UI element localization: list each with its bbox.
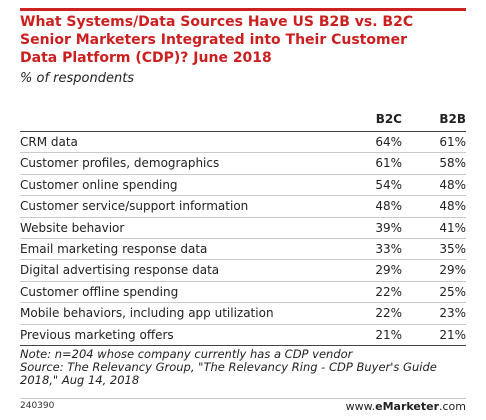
cell-b2b: 61% <box>439 135 466 149</box>
row-label: CRM data <box>20 135 78 149</box>
cell-b2b: 23% <box>439 306 466 321</box>
table-row: CRM data 64% 61% <box>20 132 466 154</box>
chart-title: What Systems/Data Sources Have US B2B vs… <box>20 13 466 67</box>
data-table: B2C B2B CRM data 64% 61% Customer profiles,… <box>20 111 466 346</box>
table-row: Previous marketing offers 21% 21% <box>20 325 466 346</box>
table-body: CRM data 64% 61% Customer profiles, demogra… <box>20 132 466 346</box>
cell-b2c: 61% <box>375 156 402 171</box>
footer: 240390 www.eMarketer.com <box>20 398 466 413</box>
row-label: Website behavior <box>20 220 125 235</box>
table-row: Mobile behaviors, including app utilizat… <box>20 303 466 325</box>
cell-b2b: 58% <box>439 156 466 171</box>
table-row: Customer service/support information 48% 4… <box>20 196 466 218</box>
cell-b2b: 48% <box>439 199 466 214</box>
source-note: Note: n=204 whose company currently has … <box>20 348 466 387</box>
source-line: Source: The Relevancy Group, "The Releva… <box>20 360 437 374</box>
title-line: Data Platform (CDP)? June 2018 <box>20 50 272 66</box>
cell-b2c: 33% <box>375 241 402 256</box>
cell-b2c: 39% <box>375 220 402 235</box>
cell-b2b: 35% <box>439 241 466 256</box>
row-label: Mobile behaviors, including app utilizat… <box>20 306 274 321</box>
row-label: Customer service/support information <box>20 199 249 214</box>
chart-subtitle: % of respondents <box>20 71 135 86</box>
cell-b2c: 54% <box>375 177 402 192</box>
note-line: Note: n=204 whose company currently has … <box>20 347 353 361</box>
table-header-row: B2C B2B <box>20 111 466 132</box>
row-label: Customer profiles, demographics <box>20 156 220 171</box>
column-header-b2c: B2C <box>375 112 402 126</box>
table-row: Customer offline spending 22% 25% <box>20 282 466 304</box>
table-row: Digital advertising response data 29% 29% <box>20 260 466 282</box>
row-label: Previous marketing offers <box>20 327 174 342</box>
cell-b2c: 64% <box>375 135 402 149</box>
cell-b2b: 41% <box>439 220 466 235</box>
cell-b2c: 21% <box>375 327 402 342</box>
row-label: Customer online spending <box>20 177 178 192</box>
brand-prefix: www. <box>345 400 376 413</box>
title-line: What Systems/Data Sources Have US B2B vs… <box>20 14 414 30</box>
cell-b2c: 48% <box>375 199 402 214</box>
cell-b2b: 29% <box>439 263 466 278</box>
source-line: 2018," Aug 14, 2018 <box>20 373 140 387</box>
row-label: Customer offline spending <box>20 284 179 299</box>
cell-b2b: 48% <box>439 177 466 192</box>
brand-name: eMarketer <box>375 400 439 413</box>
title-accent-bar <box>20 8 466 11</box>
table-row: Website behavior 39% 41% <box>20 218 466 239</box>
cell-b2b: 25% <box>439 284 466 299</box>
row-label: Email marketing response data <box>20 241 208 256</box>
chart-id: 240390 <box>20 401 55 411</box>
cell-b2c: 22% <box>375 284 402 299</box>
column-header-b2b: B2B <box>439 112 466 126</box>
table-row: Customer profiles, demographics 61% 58% <box>20 153 466 175</box>
table-row: Customer online spending 54% 48% <box>20 175 466 197</box>
cell-b2b: 21% <box>439 327 466 342</box>
cell-b2c: 22% <box>375 306 402 321</box>
row-label: Digital advertising response data <box>20 263 220 278</box>
cell-b2c: 29% <box>375 263 402 278</box>
table-row: Email marketing response data 33% 35% <box>20 239 466 261</box>
title-line: Senior Marketers Integrated into Their C… <box>20 32 407 48</box>
brand-suffix: .com <box>439 400 466 413</box>
brand-logo: www.eMarketer.com <box>346 400 466 413</box>
